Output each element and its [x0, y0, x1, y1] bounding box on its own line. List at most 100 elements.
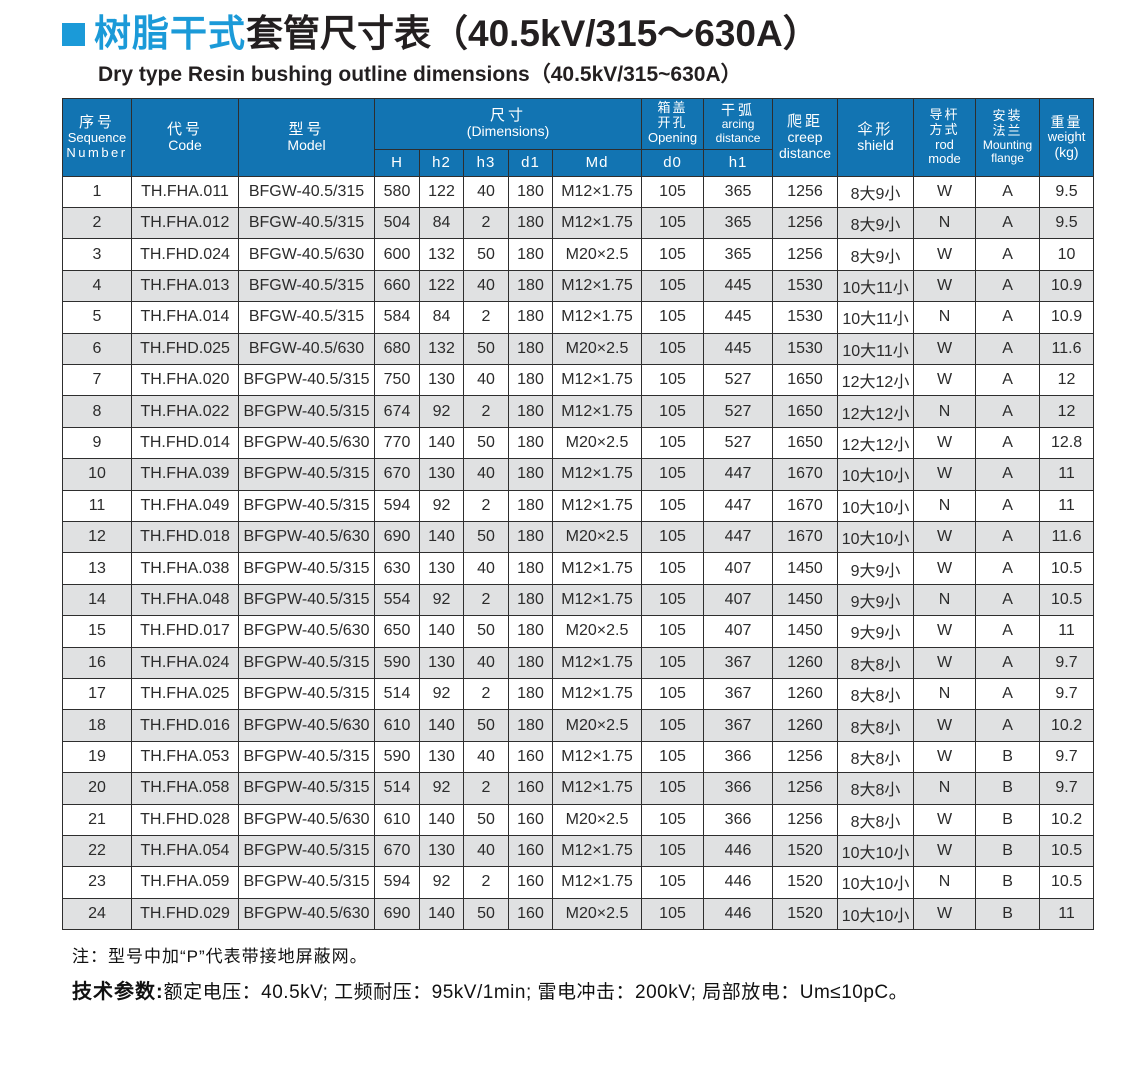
table-row: 11 TH.FHA.049 BFGPW-40.5/315 594 92 2 180 M12×1… — [62, 489, 1095, 522]
title-square-bullet-icon — [62, 22, 85, 46]
col-mounting-flange: 安装 法兰 Mounting flange — [975, 97, 1041, 177]
cell-creep: 1670 — [772, 489, 839, 522]
cell-flange: B — [975, 897, 1041, 931]
cell-h3: 50 — [463, 332, 509, 366]
cell-creep: 1256 — [772, 772, 839, 805]
table-body: 1 TH.FHA.011 BFGW-40.5/315 580 122 40 180 M12×1… — [62, 175, 1095, 931]
cell-flange: A — [975, 646, 1041, 679]
cell-rod-mode: W — [913, 458, 977, 491]
cell-rod-mode: W — [913, 364, 977, 397]
table-row: 23 TH.FHA.059 BFGPW-40.5/315 594 92 2 160 M12×1… — [62, 866, 1095, 899]
cell-d0: 105 — [641, 709, 705, 742]
cell-sequence: 23 — [62, 866, 132, 899]
cell-d0: 105 — [641, 646, 705, 679]
cell-h2: 92 — [419, 583, 464, 617]
technical-parameters-label: 技术参数: — [72, 981, 164, 1004]
cell-d0: 105 — [641, 897, 705, 931]
subcol-h3: h3 — [463, 148, 509, 177]
cell-rod-mode: N — [913, 301, 977, 334]
technical-parameters-text: 额定电压：40.5kV; 工频耐压：95kV/1min; 雷电冲击：200kV;… — [163, 982, 909, 1004]
cell-h3: 2 — [463, 301, 509, 334]
cell-flange: A — [975, 301, 1041, 334]
cell-h3: 40 — [463, 269, 509, 303]
cell-weight: 11 — [1039, 897, 1095, 931]
cell-H: 680 — [374, 332, 420, 366]
table-row: 2 TH.FHA.012 BFGW-40.5/315 504 84 2 180 M12×1.7… — [62, 207, 1095, 240]
cell-h1: 446 — [703, 897, 774, 931]
cell-flange: A — [975, 458, 1041, 491]
cell-shield: 10大11小 — [837, 269, 915, 303]
cell-Md: M12×1.75 — [551, 772, 643, 805]
cell-flange: A — [975, 520, 1041, 554]
cell-d0: 105 — [641, 332, 705, 366]
cell-code: TH.FHA.024 — [131, 646, 239, 679]
cell-d0: 105 — [641, 677, 705, 711]
dimension-table: 序号 Sequence Number 代号 Code 型号 Model 尺寸 (… — [62, 97, 1095, 931]
cell-d1: 180 — [508, 458, 553, 491]
cell-H: 514 — [374, 772, 420, 805]
cell-d0: 105 — [641, 238, 705, 271]
cell-d0: 105 — [641, 552, 705, 585]
cell-h3: 2 — [463, 489, 509, 522]
cell-h1: 447 — [703, 489, 774, 522]
cell-shield: 9大9小 — [837, 552, 915, 585]
cell-h1: 366 — [703, 803, 774, 836]
cell-model: BFGPW-40.5/630 — [238, 709, 375, 742]
cell-h1: 365 — [703, 207, 774, 240]
cell-Md: M12×1.75 — [551, 677, 643, 711]
cell-d1: 180 — [508, 520, 553, 554]
cell-d1: 180 — [508, 332, 553, 366]
cell-h2: 92 — [419, 677, 464, 711]
cell-d1: 180 — [508, 646, 553, 679]
table-row: 17 TH.FHA.025 BFGPW-40.5/315 514 92 2 180 M12×1… — [62, 677, 1095, 711]
cell-code: TH.FHA.039 — [131, 458, 239, 491]
cell-H: 690 — [374, 520, 420, 554]
cell-shield: 10大10小 — [837, 834, 915, 868]
table-row: 3 TH.FHD.024 BFGW-40.5/630 600 132 50 180 M20×2… — [62, 238, 1095, 271]
cell-sequence: 19 — [62, 740, 132, 774]
cell-shield: 8大8小 — [837, 740, 915, 774]
cell-h1: 446 — [703, 834, 774, 868]
cell-h2: 92 — [419, 395, 464, 428]
cell-flange: B — [975, 834, 1041, 868]
cell-sequence: 11 — [62, 489, 132, 522]
cell-flange: B — [975, 772, 1041, 805]
cell-h2: 130 — [419, 364, 464, 397]
cell-creep: 1256 — [772, 175, 839, 209]
cell-h1: 446 — [703, 866, 774, 899]
cell-h3: 2 — [463, 207, 509, 240]
col-weight: 重量 weight (kg) — [1039, 97, 1095, 177]
table-row: 15 TH.FHD.017 BFGPW-40.5/630 650 140 50 180 M20… — [62, 615, 1095, 648]
cell-creep: 1260 — [772, 677, 839, 711]
cell-h3: 40 — [463, 175, 509, 209]
cell-h1: 367 — [703, 677, 774, 711]
cell-d0: 105 — [641, 772, 705, 805]
cell-H: 674 — [374, 395, 420, 428]
cell-d0: 105 — [641, 458, 705, 491]
cell-flange: B — [975, 803, 1041, 836]
cell-rod-mode: W — [913, 426, 977, 460]
cell-H: 590 — [374, 646, 420, 679]
cell-code: TH.FHA.020 — [131, 364, 239, 397]
cell-h3: 50 — [463, 897, 509, 931]
cell-d0: 105 — [641, 269, 705, 303]
cell-Md: M12×1.75 — [551, 489, 643, 522]
cell-model: BFGW-40.5/315 — [238, 301, 375, 334]
cell-d0: 105 — [641, 803, 705, 836]
cell-shield: 12大12小 — [837, 426, 915, 460]
cell-code: TH.FHA.038 — [131, 552, 239, 585]
cell-creep: 1260 — [772, 646, 839, 679]
cell-shield: 8大8小 — [837, 677, 915, 711]
cell-sequence: 14 — [62, 583, 132, 617]
cell-weight: 10.9 — [1039, 269, 1095, 303]
cell-sequence: 3 — [62, 238, 132, 271]
cell-flange: A — [975, 395, 1041, 428]
table-row: 22 TH.FHA.054 BFGPW-40.5/315 670 130 40 160 M12… — [62, 834, 1095, 868]
table-row: 13 TH.FHA.038 BFGPW-40.5/315 630 130 40 180 M12… — [62, 552, 1095, 585]
cell-h1: 527 — [703, 364, 774, 397]
cell-weight: 10.5 — [1039, 834, 1095, 868]
cell-flange: A — [975, 269, 1041, 303]
cell-d0: 105 — [641, 395, 705, 428]
cell-d1: 160 — [508, 740, 553, 774]
cell-rod-mode: W — [913, 709, 977, 742]
